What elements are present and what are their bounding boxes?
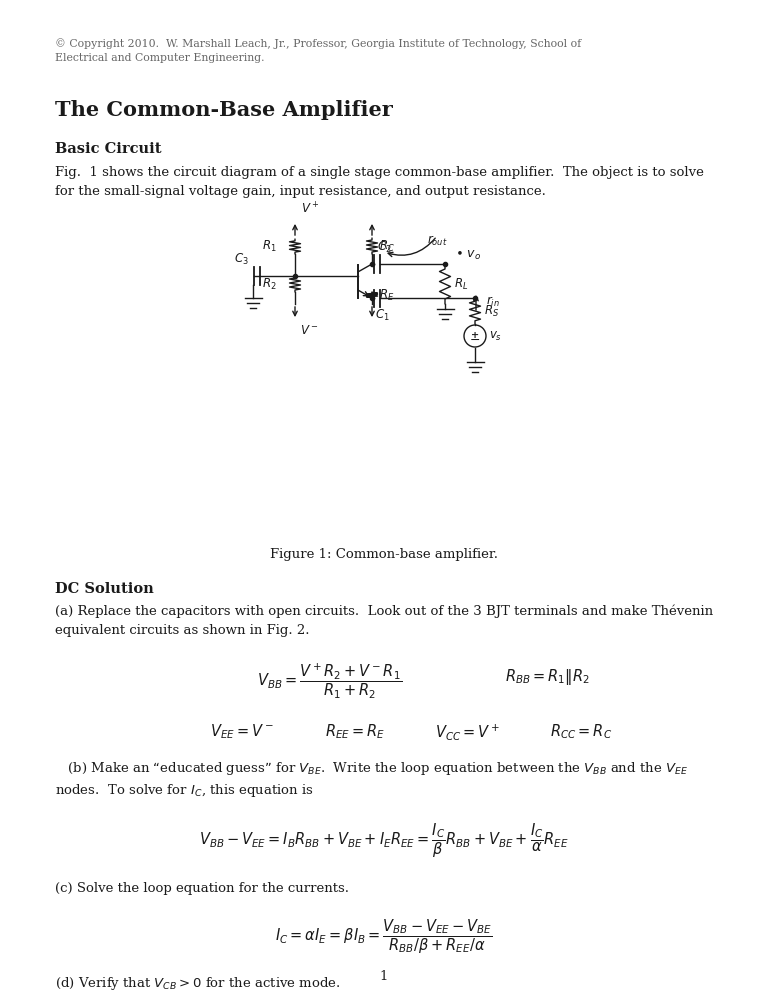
Text: $v_s$: $v_s$ xyxy=(489,329,502,343)
Text: −: − xyxy=(470,334,480,347)
Text: $r_{in}$: $r_{in}$ xyxy=(486,295,500,309)
Text: $V_{EE} = V^-$: $V_{EE} = V^-$ xyxy=(210,722,274,741)
Text: $R_{EE} = R_E$: $R_{EE} = R_E$ xyxy=(325,722,385,741)
Text: (c) Solve the loop equation for the currents.: (c) Solve the loop equation for the curr… xyxy=(55,882,349,895)
Text: $R_2$: $R_2$ xyxy=(263,276,277,291)
Text: $R_E$: $R_E$ xyxy=(379,287,394,302)
Text: $V_{BB} - V_{EE} = I_B R_{BB} + V_{BE} + I_E R_{EE} = \dfrac{I_C}{\beta} R_{BB} : $V_{BB} - V_{EE} = I_B R_{BB} + V_{BE} +… xyxy=(199,822,569,860)
Text: © Copyright 2010.  W. Marshall Leach, Jr., Professor, Georgia Institute of Techn: © Copyright 2010. W. Marshall Leach, Jr.… xyxy=(55,38,581,63)
Text: DC Solution: DC Solution xyxy=(55,582,154,596)
Text: $R_S$: $R_S$ xyxy=(484,303,499,318)
Text: $R_C$: $R_C$ xyxy=(379,239,395,253)
Text: $I_C = \alpha I_E = \beta I_B = \dfrac{V_{BB} - V_{EE} - V_{BE}}{R_{BB}/\beta + : $I_C = \alpha I_E = \beta I_B = \dfrac{V… xyxy=(275,918,493,956)
Text: (d) Verify that $V_{CB} > 0$ for the active mode.: (d) Verify that $V_{CB} > 0$ for the act… xyxy=(55,975,341,992)
Text: $R_{BB} = R_1 \| R_2$: $R_{BB} = R_1 \| R_2$ xyxy=(505,667,590,687)
Text: 1: 1 xyxy=(380,970,388,983)
Text: Fig.  1 shows the circuit diagram of a single stage common-base amplifier.  The : Fig. 1 shows the circuit diagram of a si… xyxy=(55,166,704,198)
Text: nodes.  To solve for $I_C$, this equation is: nodes. To solve for $I_C$, this equation… xyxy=(55,782,314,799)
Text: (b) Make an “educated guess” for $V_{BE}$.  Write the loop equation between the : (b) Make an “educated guess” for $V_{BE}… xyxy=(55,760,688,777)
Text: $R_L$: $R_L$ xyxy=(454,276,468,291)
Text: $V^-$: $V^-$ xyxy=(300,324,319,337)
Text: $R_1$: $R_1$ xyxy=(263,239,277,253)
Text: $\bullet\ v_o$: $\bullet\ v_o$ xyxy=(455,248,482,262)
Text: Basic Circuit: Basic Circuit xyxy=(55,142,161,156)
Text: Figure 1: Common-base amplifier.: Figure 1: Common-base amplifier. xyxy=(270,548,498,561)
Text: $C_2$: $C_2$ xyxy=(377,240,392,255)
Text: $V_{CC} = V^+$: $V_{CC} = V^+$ xyxy=(435,722,501,742)
Text: $r_{out}$: $r_{out}$ xyxy=(427,234,448,248)
Text: $R_{CC} = R_C$: $R_{CC} = R_C$ xyxy=(550,722,612,741)
Text: +: + xyxy=(471,331,479,340)
Text: $C_1$: $C_1$ xyxy=(375,308,389,323)
Text: $C_3$: $C_3$ xyxy=(234,251,249,267)
Text: (a) Replace the capacitors with open circuits.  Look out of the 3 BJT terminals : (a) Replace the capacitors with open cir… xyxy=(55,605,713,637)
Text: $V^+$: $V^+$ xyxy=(301,202,319,217)
Text: The Common-Base Amplifier: The Common-Base Amplifier xyxy=(55,100,392,120)
Text: $V_{BB} = \dfrac{V^+R_2 + V^-R_1}{R_1 + R_2}$: $V_{BB} = \dfrac{V^+R_2 + V^-R_1}{R_1 + … xyxy=(257,662,402,701)
